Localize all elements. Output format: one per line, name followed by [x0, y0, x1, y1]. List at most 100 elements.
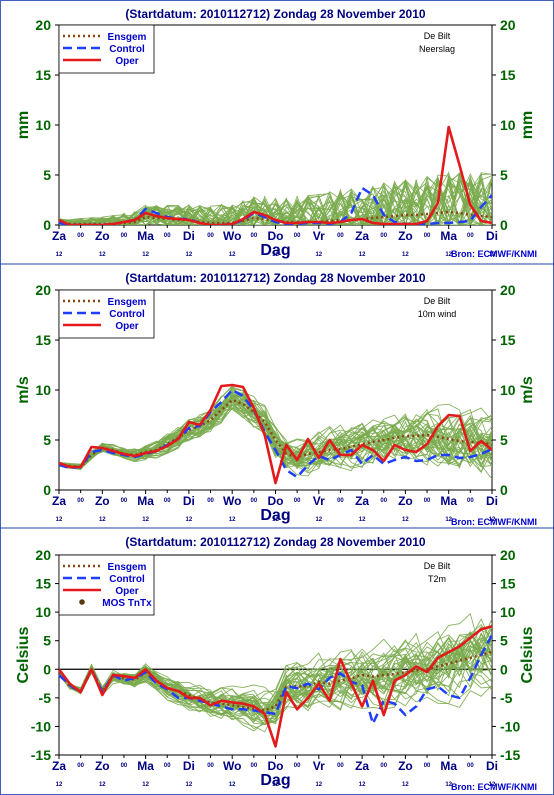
x-day-label: Wo [223, 494, 241, 508]
x-axis-label: Dag [260, 772, 290, 789]
x-day-label: Vr [313, 759, 325, 773]
variable-label: Neerslag [419, 44, 455, 54]
x-midnight-label: 00 [121, 233, 128, 239]
x-day-label: Za [355, 229, 369, 243]
ensemble-member-line [59, 174, 492, 225]
x-midnight-label: 00 [424, 498, 431, 504]
x-hour-label: 12 [56, 782, 63, 788]
x-hour-label: 12 [229, 782, 236, 788]
x-midnight-label: 00 [380, 233, 387, 239]
main-series [59, 125, 492, 225]
x-midnight-label: 00 [207, 233, 214, 239]
x-midnight-label: 00 [164, 498, 171, 504]
x-day-label: Ma [440, 229, 457, 243]
y-tick-label-left: 20 [35, 17, 51, 33]
x-day-label: Di [486, 759, 498, 773]
legend-label: Oper [115, 586, 138, 597]
source-credit: Bron: ECMWF/KNMI [451, 249, 537, 259]
x-midnight-label: 00 [380, 498, 387, 504]
location-label: De Bilt [424, 31, 451, 41]
y-tick-label-right: 5 [500, 633, 508, 649]
y-axis-label-left: Celsius [15, 626, 32, 683]
y-tick-label-left: 5 [43, 633, 51, 649]
x-day-label: Zo [398, 229, 413, 243]
source-credit: Bron: ECMWF/KNMI [451, 782, 537, 792]
x-hour-label: 12 [315, 517, 322, 523]
x-hour-label: 12 [315, 782, 322, 788]
series-line-oper [59, 625, 492, 748]
x-day-label: Do [268, 759, 284, 773]
x-midnight-label: 00 [294, 763, 301, 769]
y-tick-label-left: 5 [43, 432, 51, 448]
ensemble-member-line [59, 177, 492, 225]
x-day-label: Wo [223, 229, 241, 243]
x-hour-label: 12 [445, 252, 452, 258]
x-axis-label: Dag [260, 242, 290, 259]
y-tick-label-right: 15 [500, 67, 516, 83]
x-midnight-label: 00 [121, 498, 128, 504]
y-tick-label-right: 10 [500, 117, 516, 133]
y-tick-label-right: -5 [500, 690, 513, 706]
x-midnight-label: 00 [337, 763, 344, 769]
y-tick-label-left: 10 [35, 117, 51, 133]
y-tick-label-right: 15 [500, 576, 516, 592]
x-hour-label: 12 [359, 252, 366, 258]
y-tick-label-right: -15 [500, 747, 520, 763]
x-midnight-label: 00 [467, 763, 474, 769]
x-midnight-label: 00 [467, 233, 474, 239]
x-hour-label: 12 [402, 782, 409, 788]
y-axis-label-right: m/s [519, 376, 536, 404]
legend-box [58, 24, 155, 74]
legend-label: Ensgem [108, 562, 147, 573]
x-day-label: Zo [398, 494, 413, 508]
x-midnight-label: 00 [77, 498, 84, 504]
x-midnight-label: 00 [467, 498, 474, 504]
x-hour-label: 12 [99, 517, 106, 523]
chart-panel-2: (Startdatum: 2010112712) Zondag 28 Novem… [15, 271, 537, 527]
x-day-label: Di [183, 229, 195, 243]
x-hour-label: 12 [186, 782, 193, 788]
series-line-control [59, 388, 492, 479]
x-hour-label: 12 [402, 517, 409, 523]
chart-title: (Startdatum: 2010112712) Zondag 28 Novem… [125, 7, 425, 21]
y-tick-label-left: 10 [35, 382, 51, 398]
x-day-label: Di [486, 229, 498, 243]
source-credit: Bron: ECMWF/KNMI [451, 517, 537, 527]
y-tick-label-right: 0 [500, 217, 508, 233]
main-series [59, 383, 492, 485]
legend-label: Ensgem [108, 297, 147, 308]
x-day-label: Di [486, 494, 498, 508]
ensemble-member-line [59, 665, 492, 725]
x-day-label: Za [52, 759, 66, 773]
location-label: De Bilt [424, 561, 451, 571]
x-day-label: Za [52, 229, 66, 243]
x-hour-label: 12 [272, 517, 279, 523]
chart-panel-1: (Startdatum: 2010112712) Zondag 28 Novem… [15, 7, 537, 259]
x-midnight-label: 00 [251, 763, 258, 769]
x-hour-label: 12 [489, 517, 496, 523]
x-hour-label: 12 [489, 782, 496, 788]
x-day-label: Wo [223, 759, 241, 773]
x-midnight-label: 00 [424, 233, 431, 239]
x-midnight-label: 00 [164, 233, 171, 239]
y-tick-label-right: 20 [500, 282, 516, 298]
y-tick-label-right: 20 [500, 17, 516, 33]
ensemble-member-line [59, 178, 492, 225]
series-line-control [59, 634, 492, 725]
y-tick-label-left: 5 [43, 167, 51, 183]
x-day-label: Ma [440, 759, 457, 773]
y-tick-label-left: 15 [35, 332, 51, 348]
x-hour-label: 12 [445, 517, 452, 523]
x-day-label: Ma [440, 494, 457, 508]
x-hour-label: 12 [142, 517, 149, 523]
x-hour-label: 12 [359, 782, 366, 788]
y-tick-label-right: 15 [500, 332, 516, 348]
ensemble-member-line [59, 179, 492, 225]
y-tick-label-left: -15 [31, 747, 51, 763]
y-tick-label-right: 0 [500, 482, 508, 498]
legend-label: Control [109, 309, 145, 320]
x-day-label: Za [52, 494, 66, 508]
x-hour-label: 12 [56, 517, 63, 523]
